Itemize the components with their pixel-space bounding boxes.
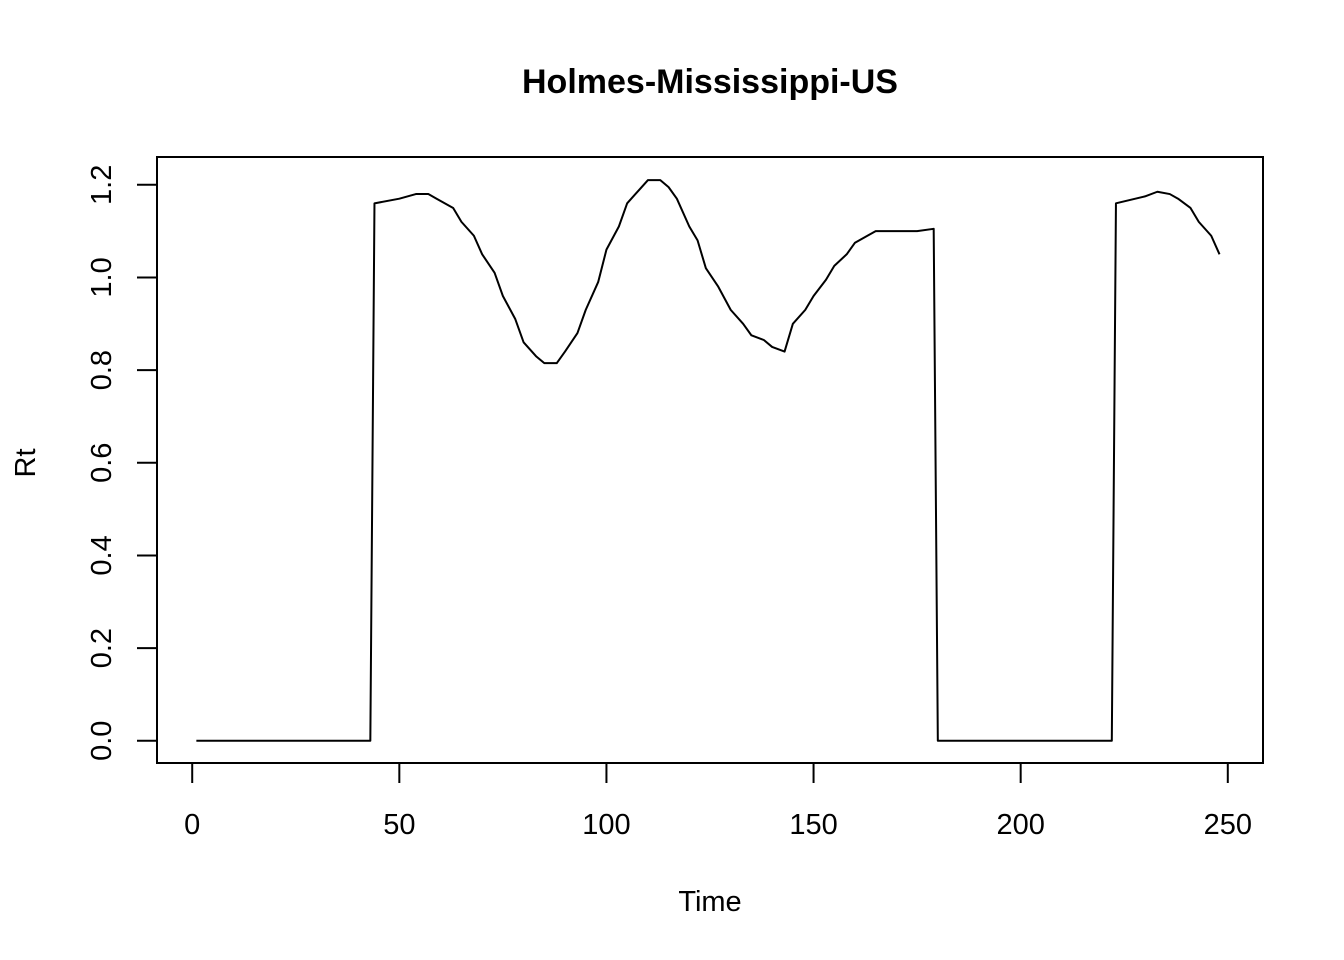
plot-frame — [156, 156, 1264, 764]
y-tick-label: 0.4 — [86, 535, 118, 575]
x-tick-label: 100 — [582, 809, 630, 841]
x-axis-label: Time — [678, 886, 741, 918]
x-tick-label: 250 — [1204, 809, 1252, 841]
y-axis: 0.0 0.2 0.4 0.6 0.8 1.0 1.2 — [86, 165, 158, 761]
y-tick-label: 0.6 — [86, 443, 118, 483]
x-tick-label: 150 — [789, 809, 837, 841]
y-tick-label: 0.8 — [86, 350, 118, 390]
x-tick-label: 0 — [184, 809, 200, 841]
y-axis-label: Rt — [10, 449, 42, 478]
series-line — [196, 179, 1221, 742]
y-tick-label: 1.2 — [86, 165, 118, 205]
x-axis: 0 50 100 150 200 250 — [184, 762, 1252, 841]
chart-title: Holmes-Mississippi-US — [522, 63, 898, 101]
y-tick-label: 0.0 — [86, 721, 118, 761]
x-tick-label: 50 — [383, 809, 415, 841]
y-tick-label: 1.0 — [86, 257, 118, 297]
y-tick-label: 0.2 — [86, 628, 118, 668]
series-layer — [196, 179, 1221, 742]
x-tick-label: 200 — [996, 809, 1044, 841]
